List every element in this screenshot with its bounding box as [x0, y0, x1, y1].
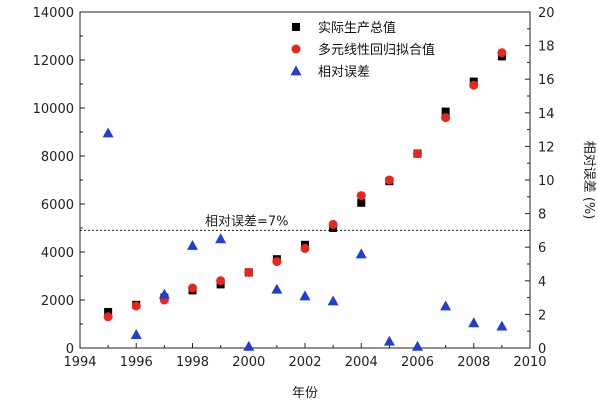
data-point-triangle [187, 240, 198, 250]
legend-marker-triangle [290, 65, 302, 76]
x-tick-label: 2004 [345, 355, 378, 370]
y-right-tick-label: 14 [538, 107, 555, 122]
data-point-triangle [468, 317, 480, 328]
data-point-circle [244, 267, 254, 277]
data-point-circle [441, 113, 451, 123]
x-tick-label: 2006 [401, 355, 434, 370]
legend-marker-circle [291, 44, 301, 54]
data-point-circle [131, 301, 141, 311]
data-point-circle [356, 191, 366, 201]
y-left-tick-label: 6000 [41, 198, 74, 213]
x-tick-label: 1998 [176, 355, 209, 370]
data-point-square [357, 198, 366, 207]
data-point-circle [216, 276, 226, 286]
data-point-triangle [243, 340, 255, 351]
x-tick-label: 2000 [232, 355, 265, 370]
y-left-tick-label: 10000 [33, 102, 74, 117]
data-point-square [104, 308, 113, 316]
legend-label: 相对误差 [318, 65, 370, 80]
x-axis-label: 年份 [292, 386, 318, 400]
y-left-tick-label: 8000 [41, 150, 74, 165]
x-tick-label: 1994 [63, 355, 96, 370]
y-right-tick-label: 0 [538, 342, 546, 357]
y-right-tick-label: 12 [538, 140, 555, 155]
data-point-circle [384, 175, 394, 185]
data-point-triangle [130, 329, 142, 339]
data-point-square [441, 107, 450, 116]
legend-label: 多元线性回归拟合值 [318, 42, 435, 58]
data-point-triangle [271, 283, 283, 294]
legend-label: 实际生产总值 [318, 20, 396, 36]
data-point-triangle [440, 300, 452, 311]
y-left-tick-label: 12000 [33, 54, 74, 69]
legend-marker-square [292, 23, 300, 31]
data-point-circle [413, 149, 422, 159]
data-point-triangle [299, 290, 311, 301]
data-point-triangle [412, 340, 423, 351]
y-left-tick-label: 4000 [41, 246, 74, 261]
data-point-circle [497, 48, 507, 58]
data-point-triangle [215, 233, 227, 244]
y-left-tick-label: 2000 [41, 294, 74, 309]
data-point-circle [469, 80, 479, 90]
y-left-tick-label: 14000 [33, 6, 74, 21]
y-right-tick-label: 2 [538, 308, 546, 323]
x-tick-label: 2010 [513, 355, 546, 370]
x-tick-label: 1996 [120, 355, 153, 370]
data-point-triangle [496, 320, 508, 331]
reference-line-label: 相对误差=7% [205, 214, 289, 229]
data-point-circle [103, 312, 113, 322]
x-tick-label: 2002 [288, 355, 321, 370]
data-point-triangle [355, 248, 367, 259]
data-point-circle [188, 283, 197, 293]
data-point-triangle [102, 127, 114, 138]
y-right-tick-label: 18 [538, 40, 555, 55]
y-right-tick-label: 8 [538, 208, 546, 223]
data-point-triangle [158, 288, 170, 299]
y-right-axis-label: 相对误差 (%) [581, 141, 596, 220]
x-tick-label: 2008 [457, 355, 490, 370]
data-point-triangle [383, 335, 395, 346]
y-right-tick-label: 20 [538, 6, 555, 21]
y-left-tick-label: 0 [66, 342, 74, 357]
y-right-tick-label: 10 [538, 174, 555, 189]
y-right-tick-label: 4 [538, 275, 546, 290]
y-right-tick-label: 6 [538, 241, 546, 256]
data-point-triangle [327, 295, 339, 306]
y-right-tick-label: 16 [538, 73, 555, 88]
data-point-circle [272, 257, 282, 267]
data-point-circle [328, 219, 338, 229]
data-point-circle [300, 243, 310, 253]
